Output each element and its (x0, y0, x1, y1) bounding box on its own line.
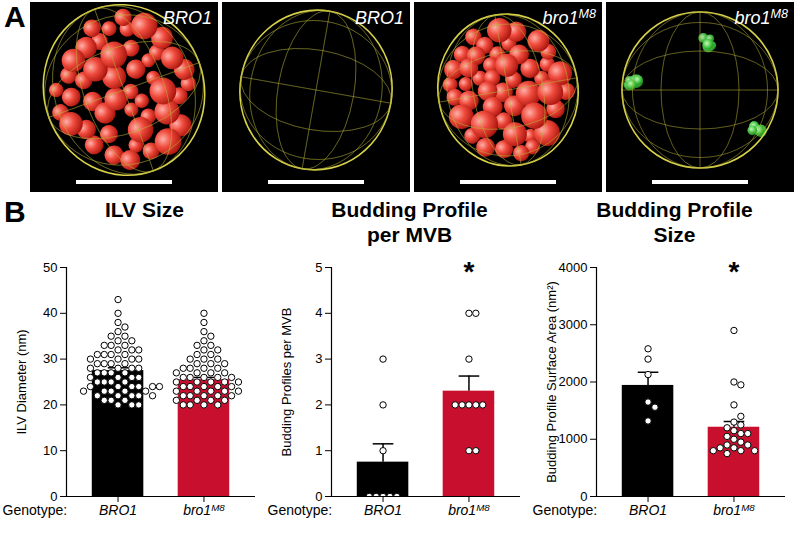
svg-text:*: * (464, 256, 475, 287)
svg-text:BRO1: BRO1 (163, 8, 212, 28)
svg-text:ILV Diameter (nm): ILV Diameter (nm) (14, 329, 29, 434)
svg-text:BRO1: BRO1 (629, 502, 667, 518)
svg-text:bro1M8: bro1M8 (734, 7, 788, 28)
svg-text:3: 3 (315, 351, 322, 366)
svg-text:BRO1: BRO1 (364, 502, 402, 518)
svg-text:bro1M8: bro1M8 (448, 502, 490, 518)
svg-text:Genotype:: Genotype: (533, 502, 598, 518)
html-text:ILV Size: ILV Size (105, 198, 184, 221)
svg-text:1: 1 (315, 443, 322, 458)
svg-text:10: 10 (43, 443, 57, 458)
svg-text:2: 2 (315, 397, 322, 412)
svg-text:BRO1: BRO1 (355, 8, 404, 28)
svg-text:2000: 2000 (559, 374, 588, 389)
svg-text:*: * (729, 256, 740, 287)
svg-text:BRO1: BRO1 (99, 502, 137, 518)
html-text:B: B (4, 195, 26, 228)
svg-text:4: 4 (315, 305, 322, 320)
svg-text:bro1M8: bro1M8 (713, 502, 755, 518)
svg-text:0: 0 (580, 489, 587, 504)
svg-text:bro1M8: bro1M8 (183, 502, 225, 518)
svg-text:40: 40 (43, 305, 57, 320)
svg-text:Genotype:: Genotype: (268, 502, 333, 518)
svg-text:30: 30 (43, 351, 57, 366)
svg-text:Budding Profiles per MVB: Budding Profiles per MVB (279, 308, 294, 457)
svg-text:4000: 4000 (559, 260, 588, 275)
svg-text:3000: 3000 (559, 317, 588, 332)
svg-text:5: 5 (315, 260, 322, 275)
html-text:A: A (4, 0, 26, 33)
svg-text:0: 0 (50, 489, 57, 504)
svg-text:0: 0 (315, 489, 322, 504)
html-text:Budding Profile per MVB: Budding Profile per MVB (331, 198, 488, 246)
svg-text:1000: 1000 (559, 431, 588, 446)
svg-text:50: 50 (43, 260, 57, 275)
svg-text:20: 20 (43, 397, 57, 412)
svg-text:Genotype:: Genotype: (3, 502, 68, 518)
svg-text:bro1M8: bro1M8 (542, 7, 596, 28)
html-text:Budding Profile Size: Budding Profile Size (596, 198, 753, 246)
svg-text:Budding Profile Surface Area (: Budding Profile Surface Area (nm²) (544, 281, 559, 483)
